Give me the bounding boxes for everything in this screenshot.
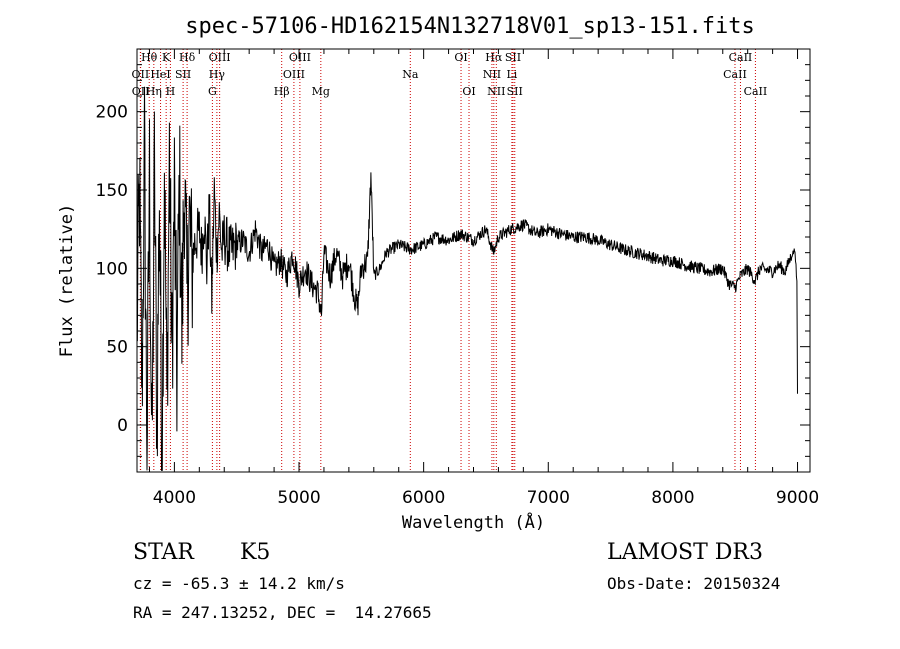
survey-label: LAMOST DR3 bbox=[607, 540, 763, 565]
spectrum-line bbox=[136, 86, 798, 471]
line-label: NII bbox=[487, 85, 505, 98]
x-tick-label: 6000 bbox=[402, 488, 445, 508]
object-subclass: K5 bbox=[240, 540, 271, 565]
line-label: CaII bbox=[723, 68, 747, 81]
line-label: NII bbox=[483, 68, 501, 81]
line-label: SII bbox=[507, 85, 523, 98]
y-tick-label: 150 bbox=[96, 181, 128, 201]
line-label: HeI bbox=[150, 68, 170, 81]
line-label: OI bbox=[462, 85, 475, 98]
line-label: Hβ bbox=[274, 85, 290, 98]
line-label: Na bbox=[402, 68, 419, 81]
object-class: STAR bbox=[133, 540, 194, 565]
x-tick-label: 8000 bbox=[651, 488, 694, 508]
y-tick-label: 200 bbox=[96, 103, 128, 123]
line-label: Hα bbox=[485, 51, 503, 64]
redshift-text: cz = -65.3 ± 14.2 km/s bbox=[133, 574, 345, 593]
x-tick-label: 9000 bbox=[776, 488, 819, 508]
line-label: Hδ bbox=[179, 51, 196, 64]
line-label: Mg bbox=[312, 85, 330, 98]
chart-title: spec-57106-HD162154N132718V01_sp13-151.f… bbox=[185, 14, 755, 39]
line-label: OII bbox=[132, 68, 150, 81]
x-axis-label: Wavelength (Å) bbox=[402, 511, 545, 533]
line-label: OIII bbox=[209, 51, 231, 64]
y-tick-label: 50 bbox=[106, 338, 128, 358]
line-label: K bbox=[162, 51, 171, 64]
line-label: H bbox=[166, 85, 176, 98]
y-tick-label: 0 bbox=[117, 416, 128, 436]
x-tick-label: 7000 bbox=[527, 488, 570, 508]
line-label: OI bbox=[454, 51, 467, 64]
y-axis-label: Flux (relative) bbox=[57, 204, 77, 358]
obs-date-text: Obs-Date: 20150324 bbox=[607, 574, 781, 593]
line-label: SII bbox=[175, 68, 191, 81]
line-label: SII bbox=[505, 51, 521, 64]
line-label: OIII bbox=[289, 51, 311, 64]
radec-text: RA = 247.13252, DEC = 14.27665 bbox=[133, 603, 432, 622]
x-tick-label: 5000 bbox=[277, 488, 320, 508]
line-label: Li bbox=[506, 68, 517, 81]
line-label: CaII bbox=[729, 51, 753, 64]
line-label: CaII bbox=[744, 85, 768, 98]
line-label: G bbox=[208, 85, 217, 98]
plot-frame bbox=[136, 48, 811, 473]
x-tick-label: 4000 bbox=[153, 488, 196, 508]
line-label: Hγ bbox=[209, 68, 226, 81]
line-label: Hη bbox=[146, 85, 162, 98]
line-label: Hθ bbox=[141, 51, 158, 64]
y-tick-label: 100 bbox=[96, 259, 128, 279]
line-label: OIII bbox=[283, 68, 305, 81]
